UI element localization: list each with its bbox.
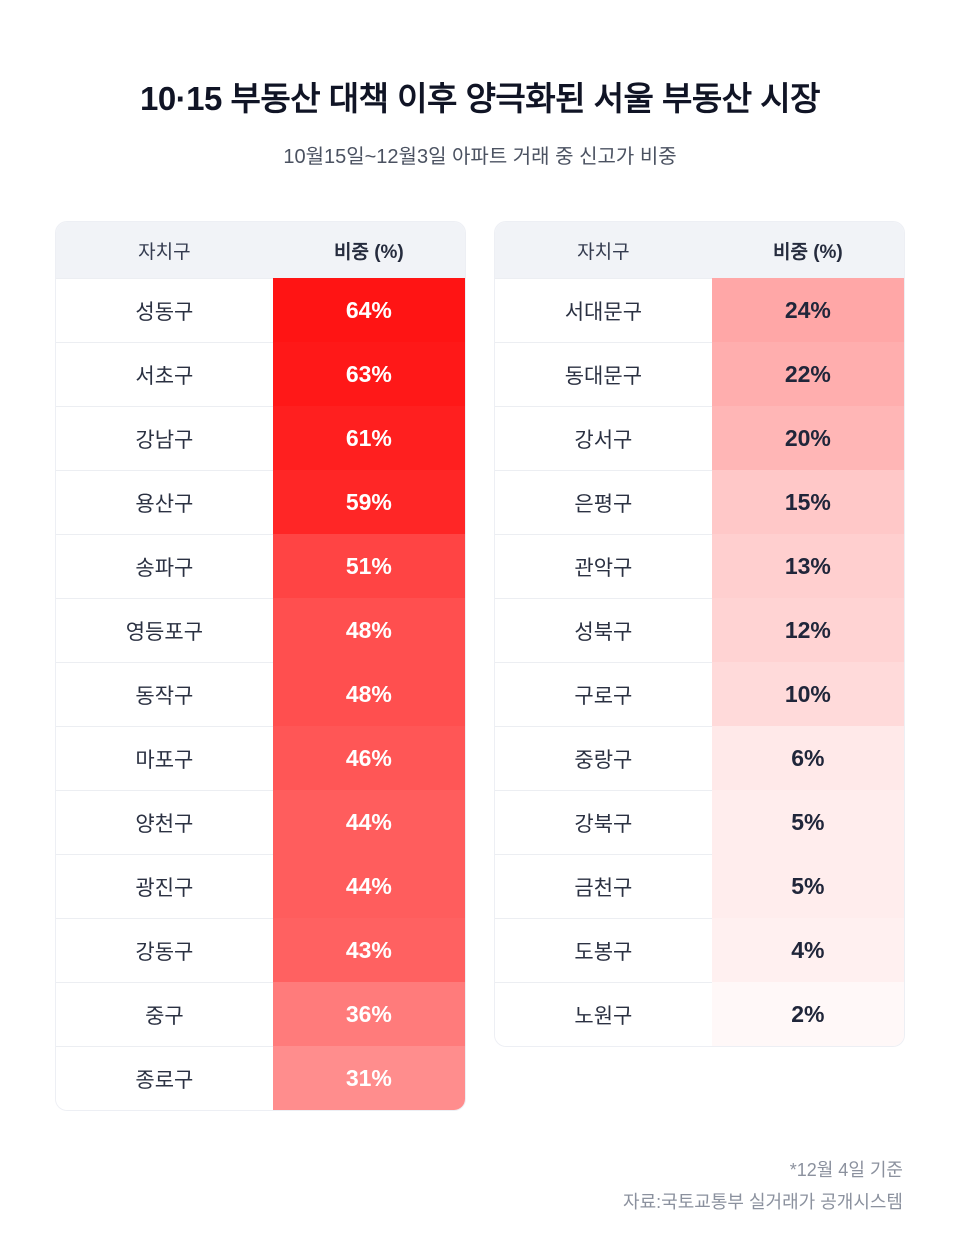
table-body: 서대문구 24% 동대문구 22% 강서구 20% 은평구 15% 관악구 13% 성북구 12% 구로… bbox=[495, 278, 904, 1046]
share-value-cell: 64% bbox=[272, 278, 465, 342]
district-name: 서대문구 bbox=[495, 278, 712, 342]
district-name: 용산구 bbox=[56, 470, 273, 534]
share-value-cell: 46% bbox=[272, 726, 465, 790]
table-row: 은평구 15% bbox=[495, 470, 904, 534]
share-value-cell: 4% bbox=[711, 918, 904, 982]
table-row: 금천구 5% bbox=[495, 854, 904, 918]
district-name: 강남구 bbox=[56, 406, 273, 470]
share-value-cell: 43% bbox=[272, 918, 465, 982]
share-value-cell: 13% bbox=[711, 534, 904, 598]
table-row: 강남구 61% bbox=[56, 406, 465, 470]
share-value-cell: 10% bbox=[711, 662, 904, 726]
share-value-cell: 5% bbox=[711, 854, 904, 918]
table-row: 용산구 59% bbox=[56, 470, 465, 534]
footnote: *12월 4일 기준 자료:국토교통부 실거래가 공개시스템 bbox=[0, 1155, 960, 1258]
footnote-date: *12월 4일 기준 bbox=[789, 1160, 903, 1180]
district-name: 강북구 bbox=[495, 790, 712, 854]
table-row: 성북구 12% bbox=[495, 598, 904, 662]
share-value-cell: 48% bbox=[272, 598, 465, 662]
table-row: 동작구 48% bbox=[56, 662, 465, 726]
column-header-district: 자치구 bbox=[138, 241, 191, 263]
district-name: 송파구 bbox=[56, 534, 273, 598]
district-name: 영등포구 bbox=[56, 598, 273, 662]
table-row: 서대문구 24% bbox=[495, 278, 904, 342]
share-value-cell: 44% bbox=[272, 854, 465, 918]
share-value-cell: 31% bbox=[272, 1046, 465, 1110]
table-row: 노원구 2% bbox=[495, 982, 904, 1046]
table-row: 송파구 51% bbox=[56, 534, 465, 598]
district-name: 강동구 bbox=[56, 918, 273, 982]
share-value-cell: 61% bbox=[272, 406, 465, 470]
district-name: 종로구 bbox=[56, 1046, 273, 1110]
district-name: 동작구 bbox=[56, 662, 273, 726]
district-name: 강서구 bbox=[495, 406, 712, 470]
district-name: 은평구 bbox=[495, 470, 712, 534]
table-row: 동대문구 22% bbox=[495, 342, 904, 406]
share-value-cell: 12% bbox=[711, 598, 904, 662]
district-name: 양천구 bbox=[56, 790, 273, 854]
table-row: 강북구 5% bbox=[495, 790, 904, 854]
district-name: 동대문구 bbox=[495, 342, 712, 406]
heatmap-table-left: 자치구 비중 (%) 성동구 64% 서초구 63% 강남구 61% 용산구 59% 송파구 51… bbox=[55, 221, 466, 1111]
column-header-district: 자치구 bbox=[577, 241, 630, 263]
table-row: 영등포구 48% bbox=[56, 598, 465, 662]
page-title: 10·15 부동산 대책 이후 양극화된 서울 부동산 시장 bbox=[139, 80, 821, 117]
share-value-cell: 22% bbox=[711, 342, 904, 406]
table-row: 도봉구 4% bbox=[495, 918, 904, 982]
district-name: 광진구 bbox=[56, 854, 273, 918]
share-value-cell: 36% bbox=[272, 982, 465, 1046]
column-header-share: 비중 (%) bbox=[333, 241, 404, 263]
district-name: 도봉구 bbox=[495, 918, 712, 982]
heatmap-table-right: 자치구 비중 (%) 서대문구 24% 동대문구 22% 강서구 20% 은평구 15% 관악구… bbox=[494, 221, 905, 1047]
table-row: 구로구 10% bbox=[495, 662, 904, 726]
table-row: 강서구 20% bbox=[495, 406, 904, 470]
share-value-cell: 15% bbox=[711, 470, 904, 534]
share-value-cell: 51% bbox=[272, 534, 465, 598]
share-value-cell: 63% bbox=[272, 342, 465, 406]
table-header-row: 자치구 비중 (%) bbox=[56, 222, 465, 278]
district-name: 금천구 bbox=[495, 854, 712, 918]
share-value-cell: 48% bbox=[272, 662, 465, 726]
district-name: 관악구 bbox=[495, 534, 712, 598]
share-value-cell: 24% bbox=[711, 278, 904, 342]
table-row: 종로구 31% bbox=[56, 1046, 465, 1110]
share-value-cell: 2% bbox=[711, 982, 904, 1046]
share-value-cell: 6% bbox=[711, 726, 904, 790]
district-name: 성북구 bbox=[495, 598, 712, 662]
district-name: 구로구 bbox=[495, 662, 712, 726]
table-row: 중구 36% bbox=[56, 982, 465, 1046]
share-value-cell: 59% bbox=[272, 470, 465, 534]
share-value-cell: 44% bbox=[272, 790, 465, 854]
table-row: 강동구 43% bbox=[56, 918, 465, 982]
table-row: 서초구 63% bbox=[56, 342, 465, 406]
table-row: 광진구 44% bbox=[56, 854, 465, 918]
column-header-share: 비중 (%) bbox=[772, 241, 843, 263]
share-value-cell: 20% bbox=[711, 406, 904, 470]
share-value-cell: 5% bbox=[711, 790, 904, 854]
table-row: 마포구 46% bbox=[56, 726, 465, 790]
footnote-source: 자료:국토교통부 실거래가 공개시스템 bbox=[623, 1191, 903, 1212]
table-row: 양천구 44% bbox=[56, 790, 465, 854]
table-body: 성동구 64% 서초구 63% 강남구 61% 용산구 59% 송파구 51% 영등포구 48% 동작구… bbox=[56, 278, 465, 1110]
district-name: 노원구 bbox=[495, 982, 712, 1046]
table-row: 관악구 13% bbox=[495, 534, 904, 598]
district-name: 중구 bbox=[56, 982, 273, 1046]
district-name: 서초구 bbox=[56, 342, 273, 406]
district-name: 마포구 bbox=[56, 726, 273, 790]
table-header-row: 자치구 비중 (%) bbox=[495, 222, 904, 278]
table-row: 중랑구 6% bbox=[495, 726, 904, 790]
page-subtitle: 10월15일~12월3일 아파트 거래 중 신고가 비중 bbox=[283, 146, 677, 168]
district-name: 성동구 bbox=[56, 278, 273, 342]
table-row: 성동구 64% bbox=[56, 278, 465, 342]
district-name: 중랑구 bbox=[495, 726, 712, 790]
tables-container: 자치구 비중 (%) 성동구 64% 서초구 63% 강남구 61% 용산구 59% 송파구 51… bbox=[0, 221, 960, 1111]
